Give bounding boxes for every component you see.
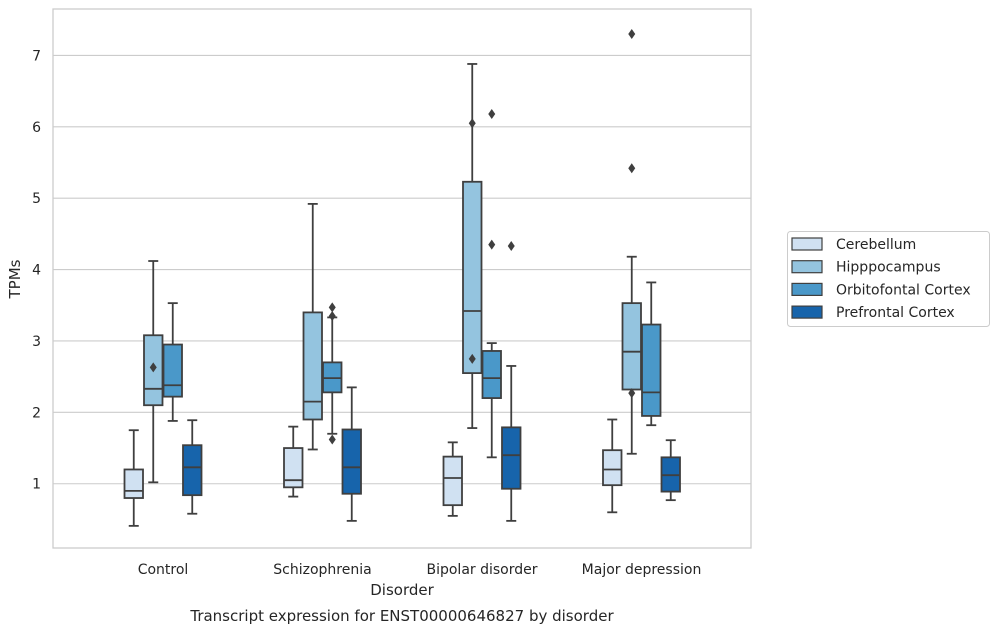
box-body — [302, 311, 323, 421]
outlier-point — [488, 239, 496, 250]
box-cerebellum — [283, 425, 304, 498]
box-body — [123, 468, 144, 499]
box-body — [283, 447, 304, 489]
x-tick-label: Schizophrenia — [273, 562, 371, 578]
box-prefrontal-cortex — [660, 439, 681, 502]
y-axis-label: TPMs — [6, 259, 24, 299]
x-tick-labels: Control Schizophrenia Bipolar disorder Majo… — [138, 562, 702, 578]
legend-swatch — [791, 305, 823, 319]
y-tick-label: 7 — [32, 48, 41, 64]
legend-label: Orbitofontal Cortex — [836, 282, 971, 298]
grid-lines — [53, 54, 751, 485]
legend-items: Cerebellum Hipppocampus Orbitofontal Corte… — [791, 237, 971, 321]
box-prefrontal-cortex — [341, 386, 362, 522]
box-elements — [123, 28, 681, 527]
outlier-point — [507, 241, 515, 252]
box-orbitofontal-cortex — [481, 108, 502, 459]
legend: Cerebellum Hipppocampus Orbitofontal Corte… — [787, 231, 990, 327]
chart-title: Transcript expression for ENST0000064682… — [189, 607, 614, 625]
outlier-point — [328, 310, 336, 321]
box-orbitofontal-cortex — [322, 302, 343, 445]
outlier-point — [628, 163, 636, 174]
y-tick-label: 3 — [32, 334, 41, 350]
box-body — [602, 449, 623, 487]
y-tick-label: 6 — [32, 120, 41, 136]
outlier-point — [628, 28, 636, 39]
y-tick-label: 2 — [32, 405, 41, 421]
outlier-point — [149, 362, 157, 373]
legend-swatch — [791, 282, 823, 296]
box-body — [641, 323, 662, 417]
y-tick-labels: 1 2 3 4 5 6 7 — [32, 48, 41, 492]
box-body — [501, 426, 522, 490]
y-tick-label: 1 — [32, 477, 41, 493]
outlier-point — [468, 353, 476, 364]
legend-swatch — [791, 260, 823, 274]
box-body — [462, 180, 483, 374]
x-tick-label: Bipolar disorder — [426, 562, 537, 578]
outlier-point — [468, 118, 476, 129]
box-body — [442, 455, 463, 507]
outlier-point — [328, 302, 336, 313]
box-body — [182, 444, 203, 497]
y-tick-label: 4 — [32, 263, 41, 279]
y-tick-label: 5 — [32, 191, 41, 207]
box-prefrontal-cortex — [501, 241, 522, 522]
x-tick-label: Major depression — [582, 562, 702, 578]
box-hipppocampus — [302, 202, 323, 451]
box-orbitofontal-cortex — [641, 281, 662, 427]
box-hipppocampus — [462, 63, 483, 429]
legend-swatch — [791, 237, 823, 251]
box-body — [481, 350, 502, 399]
box-prefrontal-cortex — [182, 419, 203, 515]
outlier-point — [628, 388, 636, 399]
legend-label: Cerebellum — [836, 237, 916, 253]
box-cerebellum — [123, 429, 144, 527]
box-body — [341, 428, 362, 495]
plot-frame — [52, 8, 752, 549]
legend-label: Prefrontal Cortex — [836, 305, 955, 321]
legend-frame — [787, 231, 990, 327]
box-body — [621, 302, 642, 391]
box-cerebellum — [442, 441, 463, 517]
outlier-point — [328, 434, 336, 445]
box-cerebellum — [602, 418, 623, 514]
outlier-point — [488, 108, 496, 119]
x-axis-label: Disorder — [370, 581, 434, 599]
box-orbitofontal-cortex — [162, 302, 183, 422]
box-hipppocampus — [621, 28, 642, 455]
legend-label: Hipppocampus — [836, 260, 941, 276]
box-hipppocampus — [143, 260, 164, 484]
box-body — [162, 343, 183, 398]
x-tick-label: Control — [138, 562, 189, 578]
